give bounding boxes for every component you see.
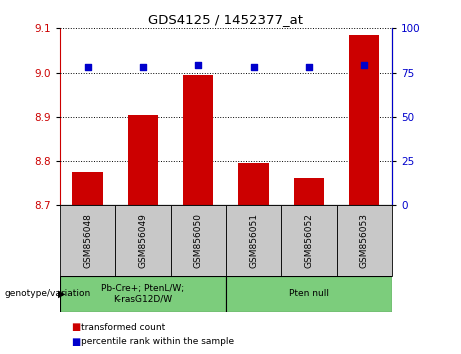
Text: ▶: ▶ — [58, 289, 65, 299]
Point — [139, 64, 147, 70]
Text: Pb-Cre+; PtenL/W;
K-rasG12D/W: Pb-Cre+; PtenL/W; K-rasG12D/W — [101, 284, 184, 303]
Text: GSM856049: GSM856049 — [138, 213, 148, 268]
FancyBboxPatch shape — [281, 205, 337, 276]
Bar — [238, 163, 269, 205]
Text: genotype/variation: genotype/variation — [5, 289, 91, 298]
Text: Pten null: Pten null — [289, 289, 329, 298]
Point — [195, 63, 202, 68]
Text: percentile rank within the sample: percentile rank within the sample — [81, 337, 234, 346]
FancyBboxPatch shape — [60, 205, 115, 276]
Bar — [72, 172, 103, 205]
Text: GSM856051: GSM856051 — [249, 213, 258, 268]
Text: transformed count: transformed count — [81, 323, 165, 332]
Point — [84, 64, 91, 70]
Text: GSM856053: GSM856053 — [360, 213, 369, 268]
Text: ■: ■ — [71, 337, 81, 347]
Bar — [183, 75, 213, 205]
FancyBboxPatch shape — [115, 205, 171, 276]
Point — [305, 64, 313, 70]
Text: GSM856048: GSM856048 — [83, 213, 92, 268]
Bar — [294, 178, 324, 205]
Text: GSM856052: GSM856052 — [304, 213, 313, 268]
FancyBboxPatch shape — [337, 205, 392, 276]
Point — [250, 64, 257, 70]
Text: GSM856050: GSM856050 — [194, 213, 203, 268]
Title: GDS4125 / 1452377_at: GDS4125 / 1452377_at — [148, 13, 303, 26]
Bar — [349, 35, 379, 205]
Point — [361, 63, 368, 68]
FancyBboxPatch shape — [226, 276, 392, 312]
FancyBboxPatch shape — [226, 205, 281, 276]
FancyBboxPatch shape — [60, 276, 226, 312]
FancyBboxPatch shape — [171, 205, 226, 276]
Bar — [128, 115, 158, 205]
Text: ■: ■ — [71, 322, 81, 332]
